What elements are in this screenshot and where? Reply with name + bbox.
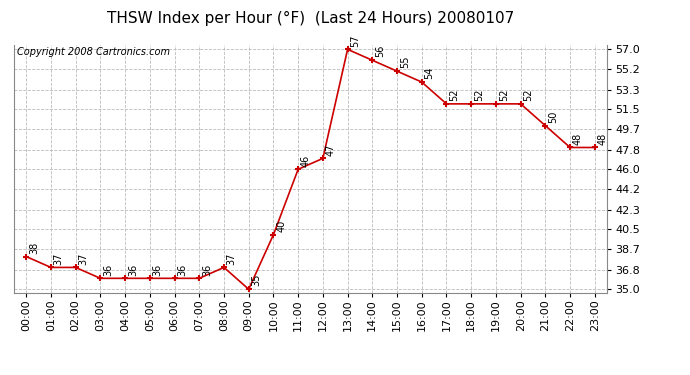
Text: 56: 56 xyxy=(375,45,385,57)
Text: 50: 50 xyxy=(548,111,558,123)
Text: 52: 52 xyxy=(499,88,509,101)
Text: Copyright 2008 Cartronics.com: Copyright 2008 Cartronics.com xyxy=(17,48,170,57)
Text: 36: 36 xyxy=(152,263,163,276)
Text: 37: 37 xyxy=(54,252,63,265)
Text: 54: 54 xyxy=(424,67,435,79)
Text: 36: 36 xyxy=(177,263,187,276)
Text: 37: 37 xyxy=(79,252,88,265)
Text: 47: 47 xyxy=(326,143,335,156)
Text: 55: 55 xyxy=(400,56,410,68)
Text: THSW Index per Hour (°F)  (Last 24 Hours) 20080107: THSW Index per Hour (°F) (Last 24 Hours)… xyxy=(107,11,514,26)
Text: 52: 52 xyxy=(524,88,533,101)
Text: 48: 48 xyxy=(598,132,608,145)
Text: 52: 52 xyxy=(474,88,484,101)
Text: 52: 52 xyxy=(449,88,460,101)
Text: 48: 48 xyxy=(573,132,583,145)
Text: 36: 36 xyxy=(128,263,138,276)
Text: 57: 57 xyxy=(351,34,360,46)
Text: 38: 38 xyxy=(29,242,39,254)
Text: 46: 46 xyxy=(301,154,311,166)
Text: 37: 37 xyxy=(227,252,237,265)
Text: 35: 35 xyxy=(251,274,262,286)
Text: 36: 36 xyxy=(202,263,212,276)
Text: 36: 36 xyxy=(103,263,113,276)
Text: 40: 40 xyxy=(276,220,286,232)
